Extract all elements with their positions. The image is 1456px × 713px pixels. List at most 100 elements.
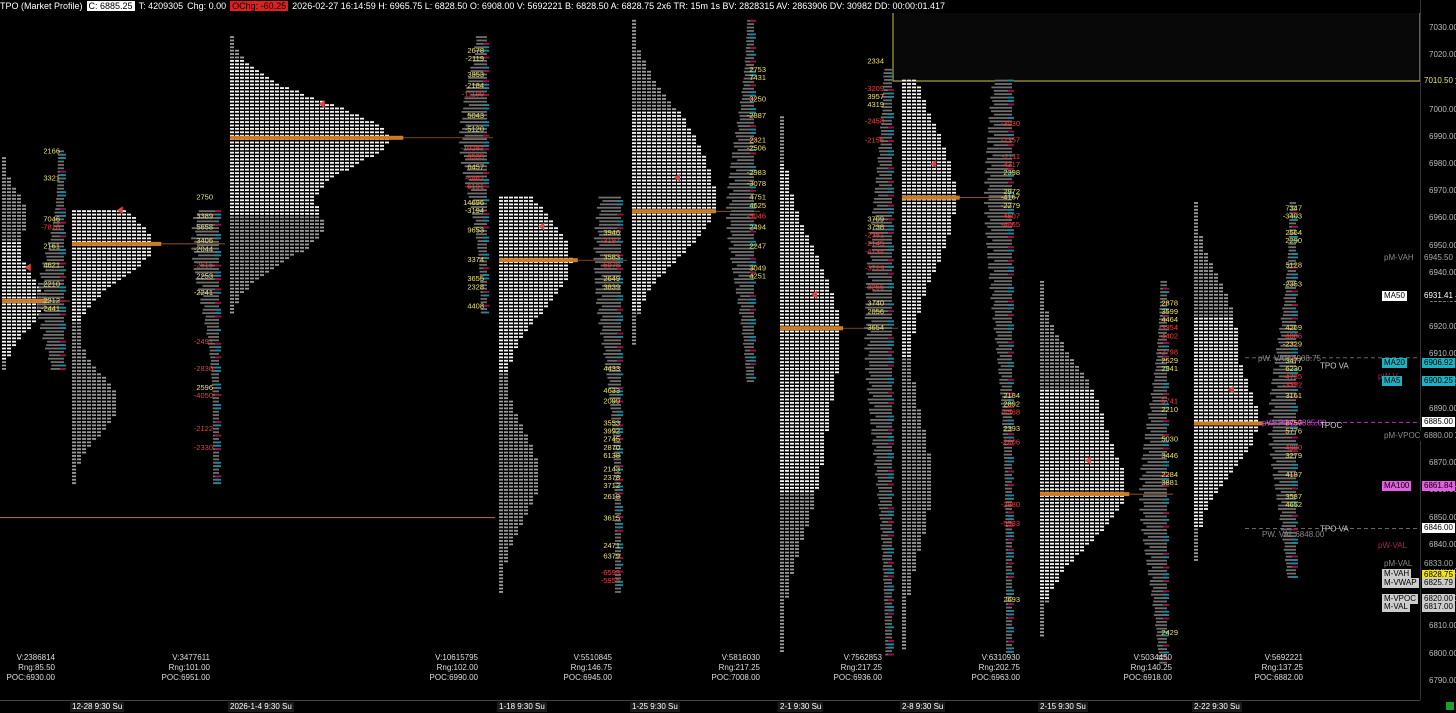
tpo-block [549,244,553,246]
tpo-block [270,210,274,212]
tpo-block [682,163,686,165]
tpo-block [519,271,523,273]
tpo-block [514,200,518,202]
tpo-block [672,125,676,127]
tpo-block [305,247,309,249]
tpo-block [97,288,101,290]
tpo-block [559,251,563,253]
delta-value-label: 4433 [603,364,620,373]
tpo-block [122,268,126,270]
tpo-block [554,268,558,270]
delta-value-label: -2887 [747,111,766,120]
tpo-block [810,280,814,282]
volume-bar [603,326,621,328]
tpo-block [795,324,799,326]
tpo-block [230,70,234,72]
tpo-block [275,84,279,86]
tpo-block [504,336,508,338]
tpo-block [245,91,249,93]
tpo-block [250,244,254,246]
tpo-block [290,125,294,127]
tpo-block [7,181,11,183]
tpo-block [652,132,656,134]
tpo-block [790,354,794,356]
tpo-block [255,199,259,201]
delta-bar [750,322,756,324]
tpo-block [245,247,249,249]
tpo-block [534,244,538,246]
tpo-block [285,244,289,246]
tpo-block [677,186,681,188]
tpo-block [345,128,349,130]
tpo-block [72,384,76,386]
volume-bar [56,205,64,207]
tpo-block [250,104,254,106]
tpo-block [77,217,81,219]
tpo-block [632,326,636,328]
tpo-block [92,292,96,294]
tpo-block [310,111,314,113]
tpo-block [107,285,111,287]
tpo-block [295,179,299,181]
tpo-block [534,312,538,314]
tpo-block [102,394,106,396]
tpo-block [529,244,533,246]
delta-bar [750,190,756,192]
tpo-block [82,377,86,379]
tpo-block [780,276,784,278]
tpo-block [667,254,671,256]
tpo-block [780,205,784,207]
tpo-block [667,197,671,199]
tpo-block [805,263,809,265]
tpo-block [17,195,21,197]
tpo-block [800,310,804,312]
tpo-block [22,327,26,329]
delta-bar [617,414,623,416]
tpo-block [305,220,309,222]
tpo-block [235,152,239,154]
tpo-block [780,222,784,224]
tpo-block [122,261,126,263]
tpo-block [677,152,681,154]
tpo-block [87,414,91,416]
tpo-block [112,407,116,409]
tpo-block [310,148,314,150]
tpo-block [295,203,299,205]
tpo-block [335,148,339,150]
tpo-block [815,283,819,285]
tpo-block [27,320,31,322]
tpo-block [122,275,126,277]
tpo-block [524,234,528,236]
tpo-block [290,155,294,157]
tpo-block [790,361,794,363]
tpo-block [17,320,21,322]
delta-value-label: 3839 [603,282,620,291]
tpo-block [22,263,26,265]
tpo-block [652,139,656,141]
tpo-block [117,275,121,277]
tpo-block [637,98,641,100]
tpo-block [652,159,656,161]
tpo-block [280,97,284,99]
tpo-block [509,241,513,243]
tpo-block [519,455,523,457]
tpo-block [702,220,706,222]
tpo-block [117,271,121,273]
tpo-block [320,165,324,167]
delta-value-label: -7818 [41,223,60,232]
tpo-plot[interactable]: 216633217046-78182161462122102312-244127… [0,13,1420,700]
tpo-block [12,195,16,197]
tpo-block [340,121,344,123]
tpo-block [255,155,259,157]
tpo-block [280,261,284,263]
tpo-block [504,489,508,491]
tpo-block [632,112,636,114]
tpo-block [132,248,136,250]
tpo-block [509,448,513,450]
tpo-block [509,435,513,437]
tpo-block [97,384,101,386]
study-title[interactable]: TPO (Market Profile) [0,1,83,11]
tpo-block [7,341,11,343]
tpo-block [780,123,784,125]
tpo-block [290,233,294,235]
